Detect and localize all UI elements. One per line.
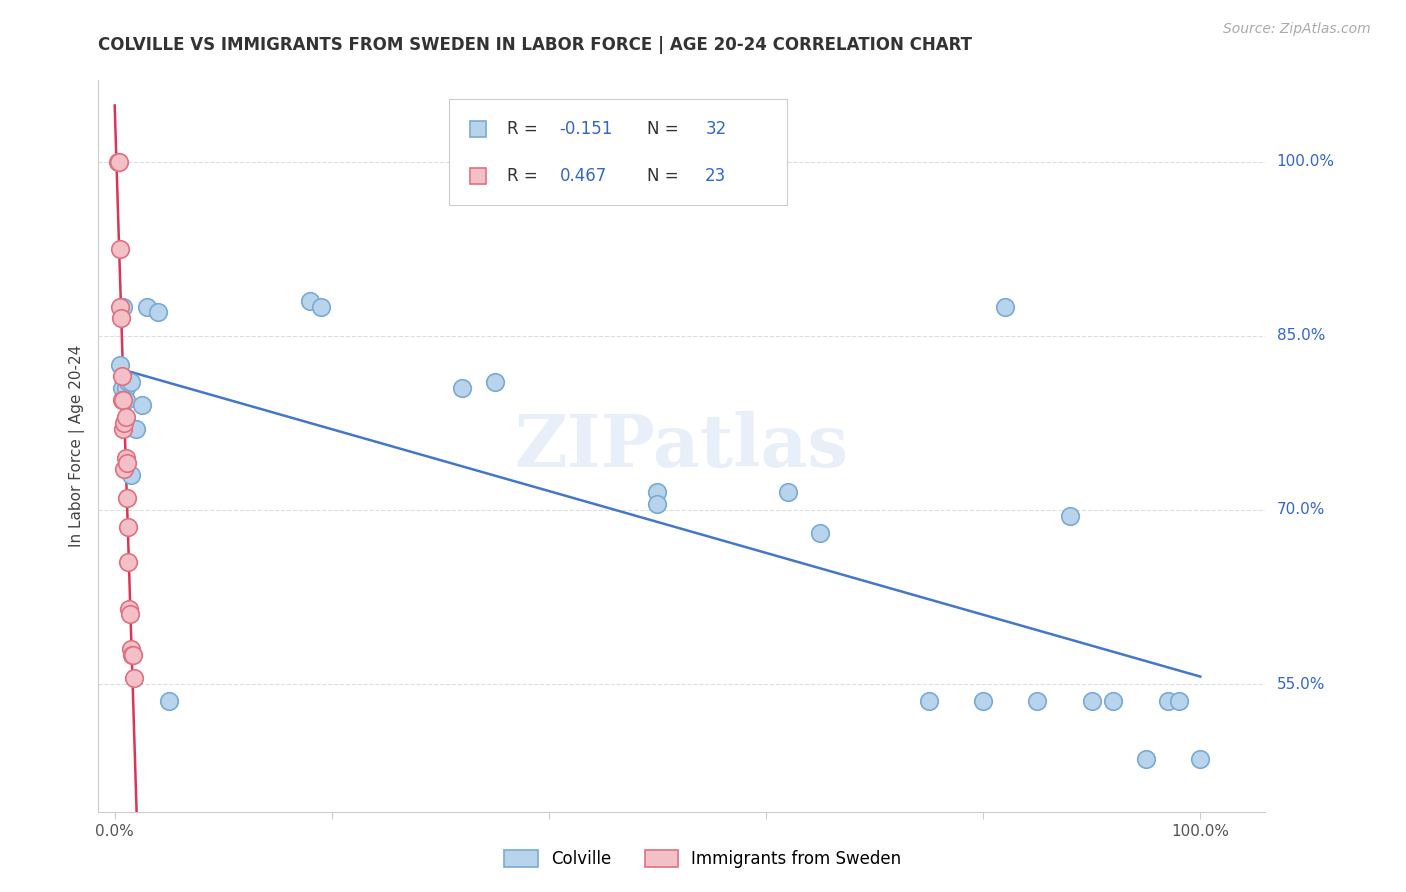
Point	[114, 381, 136, 395]
Point	[647, 497, 669, 511]
Text: -0.151: -0.151	[560, 120, 613, 138]
Point	[111, 369, 134, 384]
Point	[108, 242, 131, 256]
Point	[1189, 752, 1212, 766]
Text: 70.0%: 70.0%	[1277, 502, 1324, 517]
Point	[117, 555, 139, 569]
Text: 85.0%: 85.0%	[1277, 328, 1324, 343]
Point	[118, 601, 141, 615]
Point	[114, 409, 136, 424]
Point	[131, 398, 153, 412]
Point	[110, 311, 132, 326]
Point	[107, 154, 129, 169]
Point	[114, 450, 136, 465]
Text: R =: R =	[508, 168, 543, 186]
Point	[918, 694, 941, 708]
Point	[112, 421, 135, 435]
Point	[120, 375, 142, 389]
Text: COLVILLE VS IMMIGRANTS FROM SWEDEN IN LABOR FORCE | AGE 20-24 CORRELATION CHART: COLVILLE VS IMMIGRANTS FROM SWEDEN IN LA…	[98, 36, 973, 54]
Y-axis label: In Labor Force | Age 20-24: In Labor Force | Age 20-24	[69, 345, 84, 547]
Point	[120, 642, 142, 657]
Point	[146, 305, 169, 319]
Text: ZIPatlas: ZIPatlas	[515, 410, 849, 482]
Point	[112, 392, 135, 407]
Point	[1080, 694, 1102, 708]
Point	[309, 300, 332, 314]
Point	[117, 520, 139, 534]
Point	[1102, 694, 1125, 708]
Text: N =: N =	[647, 120, 683, 138]
Point	[111, 392, 134, 407]
Point	[112, 300, 135, 314]
Text: R =: R =	[508, 120, 543, 138]
Point	[451, 381, 474, 395]
Text: 32: 32	[706, 120, 727, 138]
Point	[108, 300, 131, 314]
Text: 23: 23	[706, 168, 727, 186]
FancyBboxPatch shape	[449, 99, 787, 204]
Point	[122, 648, 145, 662]
Point	[972, 694, 994, 708]
Point	[125, 421, 148, 435]
Point	[122, 671, 145, 685]
Point	[994, 300, 1017, 314]
Point	[1026, 694, 1049, 708]
Point	[114, 392, 136, 407]
Text: 100.0%: 100.0%	[1277, 154, 1334, 169]
Point	[1135, 752, 1157, 766]
Text: 55.0%: 55.0%	[1277, 676, 1324, 691]
Point	[120, 468, 142, 483]
Point	[118, 607, 141, 622]
Point	[299, 293, 322, 308]
Point	[121, 648, 143, 662]
Point	[108, 154, 131, 169]
Text: N =: N =	[647, 168, 683, 186]
Point	[115, 457, 138, 471]
Point	[114, 462, 136, 476]
Point	[1059, 508, 1081, 523]
Point	[117, 375, 139, 389]
Text: 0.467: 0.467	[560, 168, 606, 186]
Text: Source: ZipAtlas.com: Source: ZipAtlas.com	[1223, 22, 1371, 37]
Point	[136, 300, 159, 314]
Point	[776, 485, 799, 500]
Point	[1167, 694, 1189, 708]
Point	[808, 526, 831, 541]
Point	[111, 381, 134, 395]
Point	[108, 358, 131, 372]
Point	[484, 375, 506, 389]
Point	[114, 416, 136, 430]
Point	[157, 694, 180, 708]
Point	[115, 491, 138, 506]
Point	[647, 485, 669, 500]
Legend: Colville, Immigrants from Sweden: Colville, Immigrants from Sweden	[498, 843, 908, 875]
Point	[1157, 694, 1180, 708]
